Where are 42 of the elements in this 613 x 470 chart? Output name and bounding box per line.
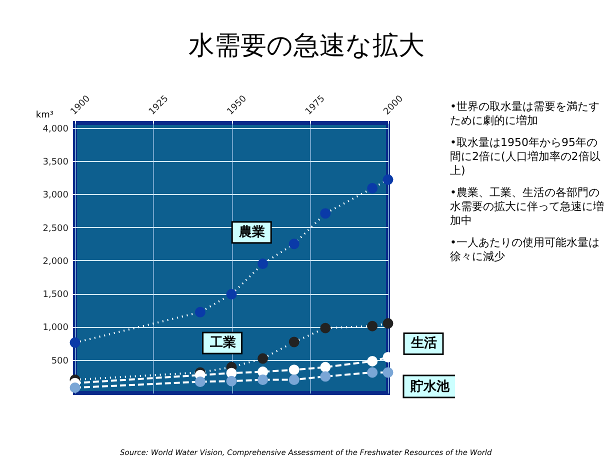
point	[70, 337, 80, 348]
point	[288, 336, 300, 348]
series-label: 農業	[238, 224, 266, 240]
series-label: 貯水池	[410, 378, 450, 394]
text: •取水量は1950年から95年の間に2倍に(人口増加率の2倍以上)	[450, 136, 602, 178]
point	[288, 238, 300, 250]
series-label: 生活	[410, 336, 437, 352]
y-tick-label: 1,500	[42, 290, 69, 300]
y-tick-label: 500	[51, 356, 69, 366]
y-tick-label: 2,000	[42, 256, 69, 267]
point	[320, 208, 331, 219]
point	[194, 376, 206, 387]
series-label: 工業	[208, 336, 236, 351]
text: •一人あたりの使用可能水量は徐々に減少	[450, 236, 600, 264]
point	[194, 306, 206, 318]
y-tick-label: 2,500	[42, 224, 69, 234]
y-tick-label: 3,500	[42, 158, 69, 168]
point	[258, 258, 268, 270]
point	[226, 289, 237, 300]
chart-title: 水需要の急速な拡大	[188, 30, 426, 63]
point	[258, 374, 268, 385]
point	[320, 371, 331, 382]
text: •農業、工業、生活の各部門の水需要の拡大に伴って急速に増加中	[450, 186, 605, 228]
point	[258, 353, 268, 364]
point	[367, 320, 378, 332]
point	[367, 367, 378, 378]
y-tick-label: 4,000	[42, 124, 69, 134]
point	[288, 374, 300, 385]
y-tick-label: 3,000	[42, 190, 69, 201]
point	[367, 183, 378, 194]
point	[382, 367, 394, 378]
point	[320, 322, 331, 334]
point	[320, 362, 331, 372]
y-axis-title: km³	[36, 110, 54, 120]
point	[288, 364, 300, 376]
y-tick-label: 1,000	[42, 323, 69, 334]
point	[382, 318, 394, 329]
point	[226, 376, 237, 386]
point	[70, 382, 80, 393]
text: •世界の取水量は需要を満たすために劇的に増加	[450, 100, 600, 128]
point	[382, 174, 394, 185]
point	[367, 356, 378, 366]
